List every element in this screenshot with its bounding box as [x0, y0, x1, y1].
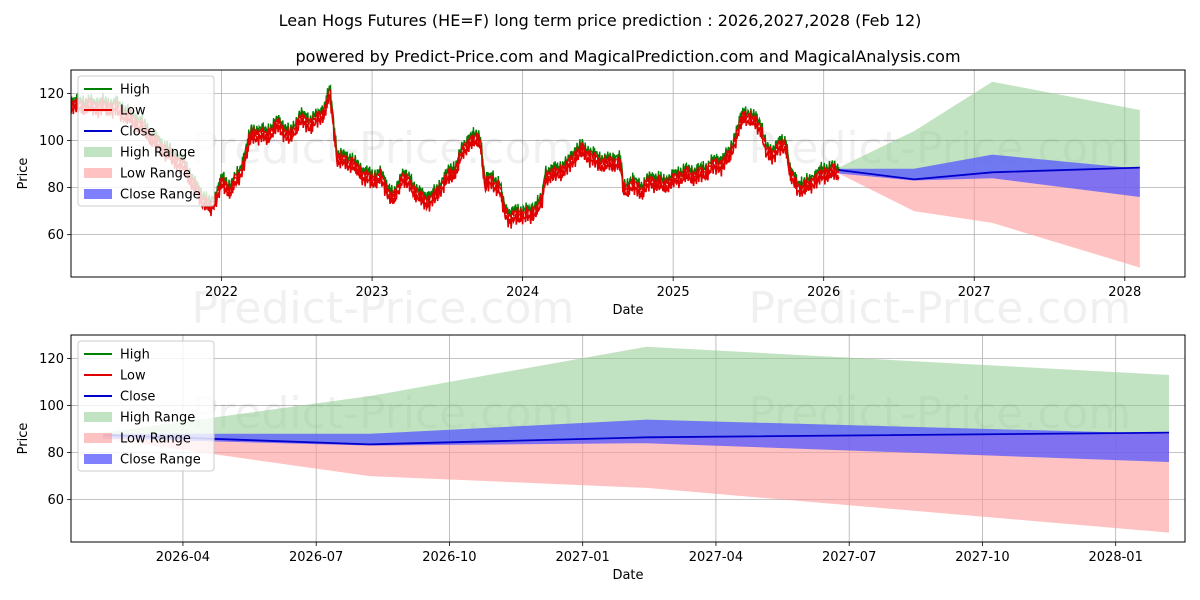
x-tick-label: 2022: [205, 285, 238, 300]
y-axis-label: Price: [16, 423, 31, 455]
low-range-band: [838, 167, 1140, 268]
x-tick-label: 2028-01: [1089, 550, 1143, 565]
legend-close-label: Close: [120, 125, 155, 140]
y-tick-label: 100: [39, 134, 64, 149]
legend-high-range-swatch: [84, 147, 112, 157]
axes-frame: [70, 69, 1186, 278]
legend-close-range-swatch: [84, 454, 112, 464]
legend-close-label: Close: [120, 390, 155, 405]
x-tick-label: 2027-04: [689, 550, 743, 565]
x-axis-label: Date: [612, 303, 643, 318]
x-tick-label: 2027-10: [955, 550, 1009, 565]
watermark-text: Predict-Price.com: [749, 283, 1132, 334]
x-tick-label: 2028: [1108, 285, 1141, 300]
plot-area: [102, 346, 1170, 533]
plot-area: [71, 81, 1140, 268]
watermark-text: Predict-Price.com: [192, 283, 575, 334]
legend: High Low Close High Range Low Range Close Ran…: [77, 340, 215, 472]
legend-low-range-swatch: [84, 433, 112, 443]
y-tick-label: 60: [47, 493, 64, 508]
x-tick-label: 2027-01: [556, 550, 610, 565]
x-tick-label: 2026: [807, 285, 840, 300]
legend-high-range-swatch: [84, 412, 112, 422]
y-tick-label: 80: [47, 446, 64, 461]
y-tick-label: 60: [47, 228, 64, 243]
close-range-band: [102, 419, 1170, 463]
legend-close-range-swatch: [84, 189, 112, 199]
y-axis-label: Price: [16, 158, 31, 190]
legend-low-label: Low: [120, 104, 146, 119]
legend-high-label: High: [120, 348, 150, 363]
y-tick-label: 120: [39, 87, 64, 102]
x-tick-label: 2026-10: [422, 550, 476, 565]
high-range-band: [102, 346, 1170, 445]
high-range-band: [838, 81, 1140, 180]
close-forecast-line: [102, 431, 1170, 446]
legend-close-range-label: Close Range: [120, 453, 201, 468]
legend-close-range-label: Close Range: [120, 188, 201, 203]
y-tick-label: 120: [39, 352, 64, 367]
legend-high-range-label: High Range: [120, 411, 195, 426]
y-tick-label: 80: [47, 181, 64, 196]
x-tick-label: 2023: [356, 285, 389, 300]
x-tick-label: 2027-07: [822, 550, 876, 565]
legend-low-range-swatch: [84, 168, 112, 178]
x-tick-label: 2026-07: [289, 550, 343, 565]
legend-low-label: Low: [120, 369, 146, 384]
x-axis-label: Date: [612, 568, 643, 583]
legend: High Low Close High Range Low Range Close Ran…: [77, 75, 215, 207]
y-tick-label: 100: [39, 399, 64, 414]
legend-low-range-label: Low Range: [120, 167, 191, 182]
x-tick-label: 2026-04: [156, 550, 210, 565]
bottom-panel: Predict-Price.comPredict-Price.com2026-0…: [16, 334, 1186, 583]
x-tick-label: 2024: [506, 285, 539, 300]
close-forecast-line: [838, 166, 1140, 181]
x-tick-label: 2025: [657, 285, 690, 300]
low-range-band: [102, 432, 1170, 533]
legend-high-label: High: [120, 83, 150, 98]
chart-title: Lean Hogs Futures (HE=F) long term price…: [279, 11, 922, 30]
chart-subtitle: powered by Predict-Price.com and Magical…: [295, 47, 960, 66]
axes-frame: [70, 334, 1186, 543]
legend-low-range-label: Low Range: [120, 432, 191, 447]
close-range-band: [838, 154, 1140, 198]
x-tick-label: 2027: [958, 285, 991, 300]
legend-high-range-label: High Range: [120, 146, 195, 161]
